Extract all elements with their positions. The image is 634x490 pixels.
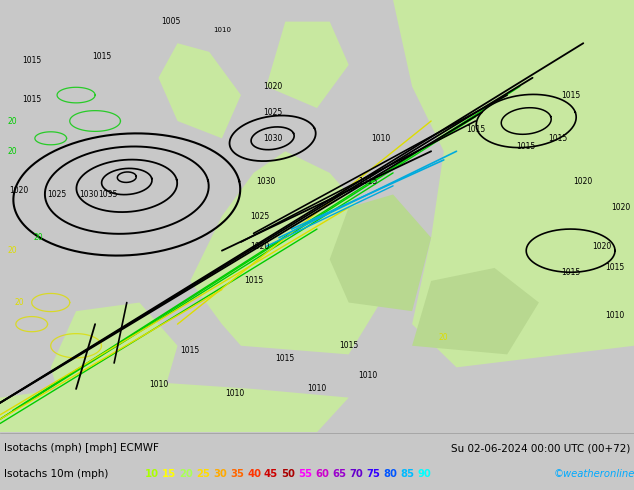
Polygon shape	[0, 380, 349, 432]
Text: Isotachs (mph) [mph] ECMWF: Isotachs (mph) [mph] ECMWF	[4, 443, 159, 453]
Polygon shape	[266, 22, 349, 108]
Text: 1015: 1015	[605, 264, 624, 272]
Text: 1030: 1030	[79, 190, 98, 199]
Text: 25: 25	[196, 469, 210, 479]
Text: 1015: 1015	[276, 354, 295, 363]
Text: 1015: 1015	[92, 51, 111, 61]
Text: 1015: 1015	[22, 56, 41, 65]
Text: 1030: 1030	[257, 177, 276, 186]
Text: 1010: 1010	[213, 27, 231, 33]
Text: 1010: 1010	[149, 380, 168, 389]
Text: 1035: 1035	[98, 190, 117, 199]
Text: 20: 20	[8, 246, 18, 255]
Text: 1010: 1010	[605, 311, 624, 320]
Text: 1010: 1010	[307, 385, 327, 393]
Text: 1015: 1015	[561, 91, 580, 99]
Text: 1015: 1015	[358, 177, 377, 186]
Text: 1015: 1015	[22, 95, 41, 104]
Polygon shape	[412, 268, 539, 354]
Text: 1020: 1020	[593, 242, 612, 251]
Text: 80: 80	[383, 469, 397, 479]
Text: 1015: 1015	[466, 125, 485, 134]
Text: 35: 35	[230, 469, 244, 479]
Text: ©weatheronline.co.uk: ©weatheronline.co.uk	[554, 469, 634, 479]
Text: 1025: 1025	[250, 212, 269, 220]
Polygon shape	[285, 302, 330, 333]
Polygon shape	[330, 195, 431, 311]
Text: 45: 45	[264, 469, 278, 479]
Text: 55: 55	[298, 469, 312, 479]
Text: 1005: 1005	[162, 17, 181, 26]
Polygon shape	[51, 302, 178, 411]
Text: 70: 70	[349, 469, 363, 479]
Text: 85: 85	[400, 469, 414, 479]
Text: 50: 50	[281, 469, 295, 479]
Text: 60: 60	[315, 469, 329, 479]
Text: Isotachs 10m (mph): Isotachs 10m (mph)	[4, 469, 108, 479]
Text: 1025: 1025	[48, 190, 67, 199]
Text: 20: 20	[8, 147, 18, 156]
Text: 10: 10	[145, 469, 159, 479]
Text: 1020: 1020	[10, 186, 29, 195]
Text: 1015: 1015	[561, 268, 580, 277]
Text: 15: 15	[162, 469, 176, 479]
Text: 1015: 1015	[181, 345, 200, 355]
Text: 90: 90	[417, 469, 431, 479]
Polygon shape	[190, 151, 380, 354]
Text: Su 02-06-2024 00:00 UTC (00+72): Su 02-06-2024 00:00 UTC (00+72)	[451, 443, 630, 453]
Text: 1025: 1025	[263, 108, 282, 117]
Text: 1010: 1010	[358, 371, 377, 381]
Text: 1010: 1010	[371, 134, 390, 143]
Text: 1015: 1015	[339, 341, 358, 350]
Text: 1015: 1015	[517, 143, 536, 151]
Text: 20: 20	[33, 233, 43, 242]
Polygon shape	[158, 43, 241, 138]
Text: 30: 30	[213, 469, 227, 479]
Text: 75: 75	[366, 469, 380, 479]
Text: 20: 20	[439, 333, 449, 342]
Text: 65: 65	[332, 469, 346, 479]
Text: 20: 20	[8, 117, 18, 125]
Text: 1020: 1020	[612, 203, 631, 212]
Text: 1010: 1010	[225, 389, 244, 398]
Text: 20: 20	[14, 298, 24, 307]
Text: 1020: 1020	[263, 82, 282, 91]
Text: 40: 40	[247, 469, 261, 479]
Text: 20: 20	[179, 469, 193, 479]
Text: 1015: 1015	[548, 134, 567, 143]
Text: 1015: 1015	[244, 276, 263, 285]
Text: 1030: 1030	[263, 134, 282, 143]
Polygon shape	[393, 0, 634, 368]
Text: 1020: 1020	[250, 242, 269, 251]
Text: 1020: 1020	[574, 177, 593, 186]
